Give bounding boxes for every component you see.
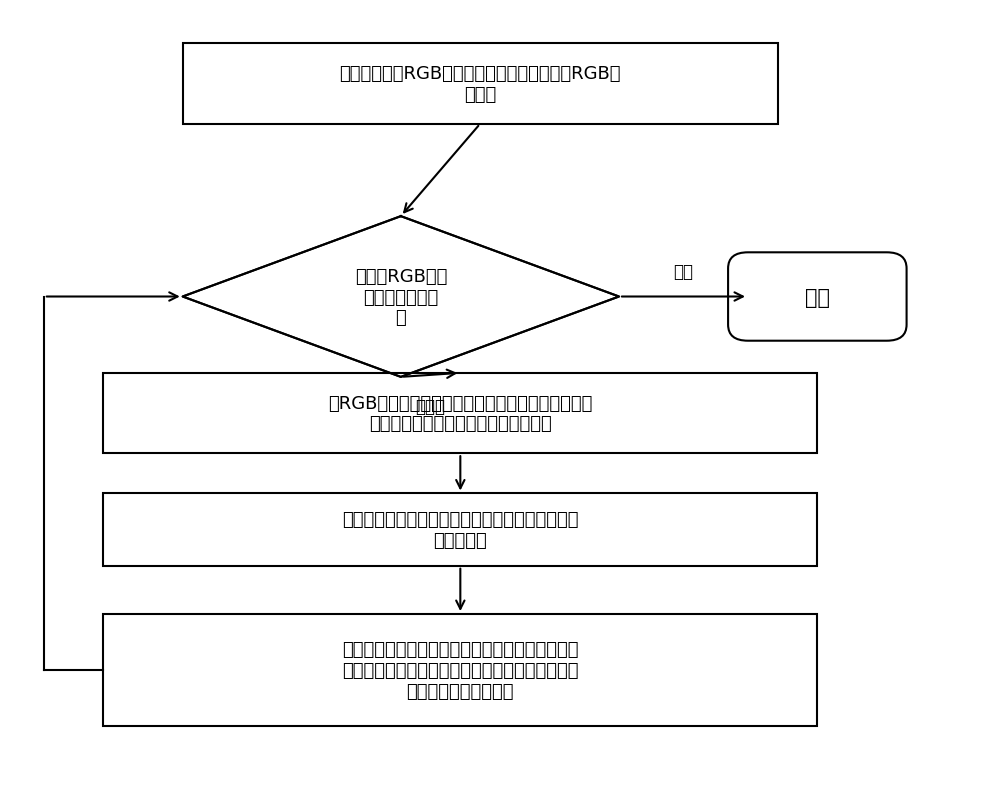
FancyBboxPatch shape <box>183 45 778 125</box>
FancyBboxPatch shape <box>103 373 817 453</box>
Text: 根据饱和度将RGB三维颜色空间转换成若干个RGB二
维平面: 根据饱和度将RGB三维颜色空间转换成若干个RGB二 维平面 <box>339 65 621 104</box>
Text: 逐一对RGB二维
平面进行聚类分
析: 逐一对RGB二维 平面进行聚类分 析 <box>355 268 447 327</box>
Text: 对RGB二维平面进行聚类分析，并将其划分成颜色相
近的若干个颜色区域，并绘制区域边界: 对RGB二维平面进行聚类分析，并将其划分成颜色相 近的若干个颜色区域，并绘制区域… <box>328 394 593 433</box>
Text: 由地质人员根据经验为该平面中所有的颜色区域标
定油性组分: 由地质人员根据经验为该平面中所有的颜色区域标 定油性组分 <box>342 511 579 549</box>
Text: 结束: 结束 <box>805 287 830 307</box>
Text: 创建聚类文件，并以该二维平面对应的饱和度值为
其命名，同时将聚类结果以及区域油性组分分析结
果存储在该聚类文件中: 创建聚类文件，并以该二维平面对应的饱和度值为 其命名，同时将聚类结果以及区域油性… <box>342 641 579 700</box>
Polygon shape <box>183 217 619 377</box>
Text: 完成: 完成 <box>673 263 693 281</box>
FancyBboxPatch shape <box>728 253 907 341</box>
Text: 未完成: 未完成 <box>416 397 446 415</box>
FancyBboxPatch shape <box>103 494 817 566</box>
FancyBboxPatch shape <box>103 614 817 727</box>
